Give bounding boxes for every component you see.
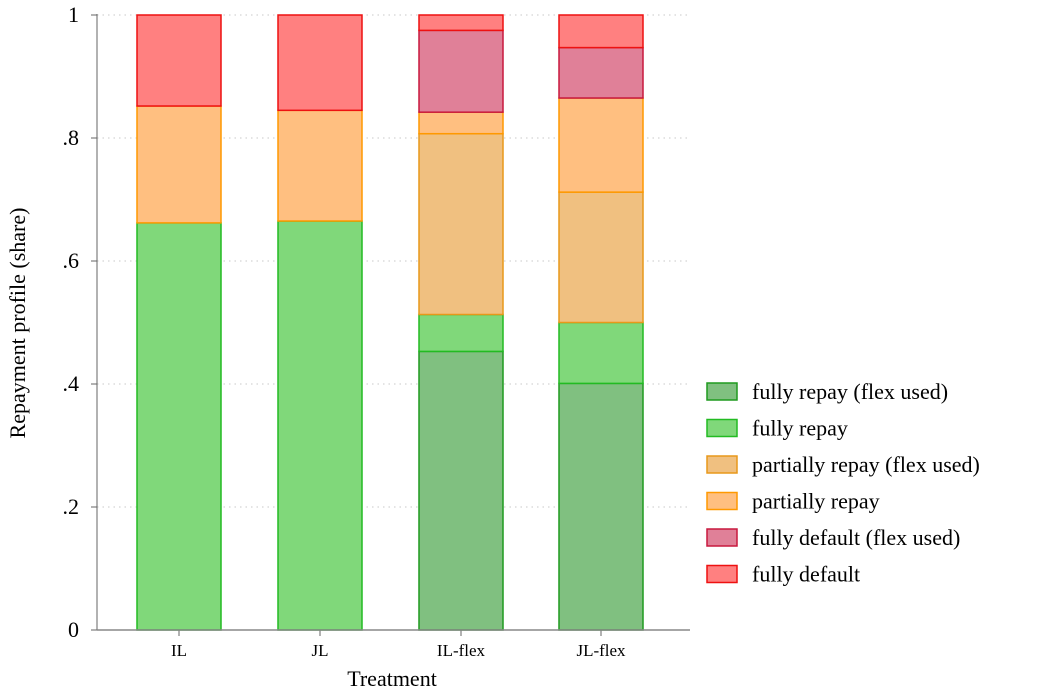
- bar-segment: [418, 313, 504, 353]
- bar-segment: [558, 321, 644, 385]
- bar-segment: [277, 14, 363, 112]
- bar-segment: [558, 382, 644, 631]
- legend-swatch: [706, 418, 738, 438]
- bar-segment: [418, 132, 504, 316]
- legend-swatch: [706, 564, 738, 584]
- bar-segment: [558, 14, 644, 49]
- axes: 0 .2 .4 .6 .8 1 IL JL IL-flex JL-flex: [63, 2, 690, 660]
- y-tick-label: 0: [68, 617, 79, 642]
- legend-swatch: [706, 491, 738, 511]
- x-tick-label: JL: [312, 641, 329, 660]
- legend-label: partially repay: [752, 489, 880, 514]
- y-tick-label: .4: [63, 371, 80, 396]
- legend-label: fully default: [752, 562, 860, 587]
- bar-segment: [418, 350, 504, 631]
- x-tick-label: JL-flex: [576, 641, 626, 660]
- legend-swatch: [706, 528, 738, 547]
- bar-segment: [136, 105, 222, 224]
- legend-swatch: [706, 382, 738, 401]
- bar-segment: [558, 97, 644, 193]
- legend-label: fully repay: [752, 416, 848, 441]
- bar-segment: [418, 111, 504, 135]
- legend-label: fully repay (flex used): [752, 379, 948, 404]
- bars: [136, 14, 644, 631]
- x-tick-label: IL: [171, 641, 187, 660]
- bar-segment: [277, 220, 363, 631]
- x-tick-label: IL-flex: [437, 641, 486, 660]
- bar-segment: [418, 14, 504, 32]
- bar-segment: [558, 191, 644, 324]
- bar-segment: [558, 46, 644, 99]
- y-tick-label: .2: [63, 494, 80, 519]
- legend: fully repay (flex used) fully repay partia…: [706, 379, 980, 587]
- bar-segment: [418, 29, 504, 113]
- bar-segment: [136, 222, 222, 631]
- legend-label: partially repay (flex used): [752, 452, 980, 477]
- x-axis-title: Treatment: [347, 666, 437, 691]
- bar-segment: [136, 14, 222, 107]
- legend-swatch: [706, 455, 738, 474]
- y-tick-label: 1: [68, 2, 79, 27]
- bar-segment: [277, 109, 363, 222]
- y-tick-label: .8: [63, 125, 80, 150]
- y-axis-title: Repayment profile (share): [5, 208, 30, 439]
- legend-label: fully default (flex used): [752, 525, 960, 550]
- y-tick-label: .6: [63, 248, 80, 273]
